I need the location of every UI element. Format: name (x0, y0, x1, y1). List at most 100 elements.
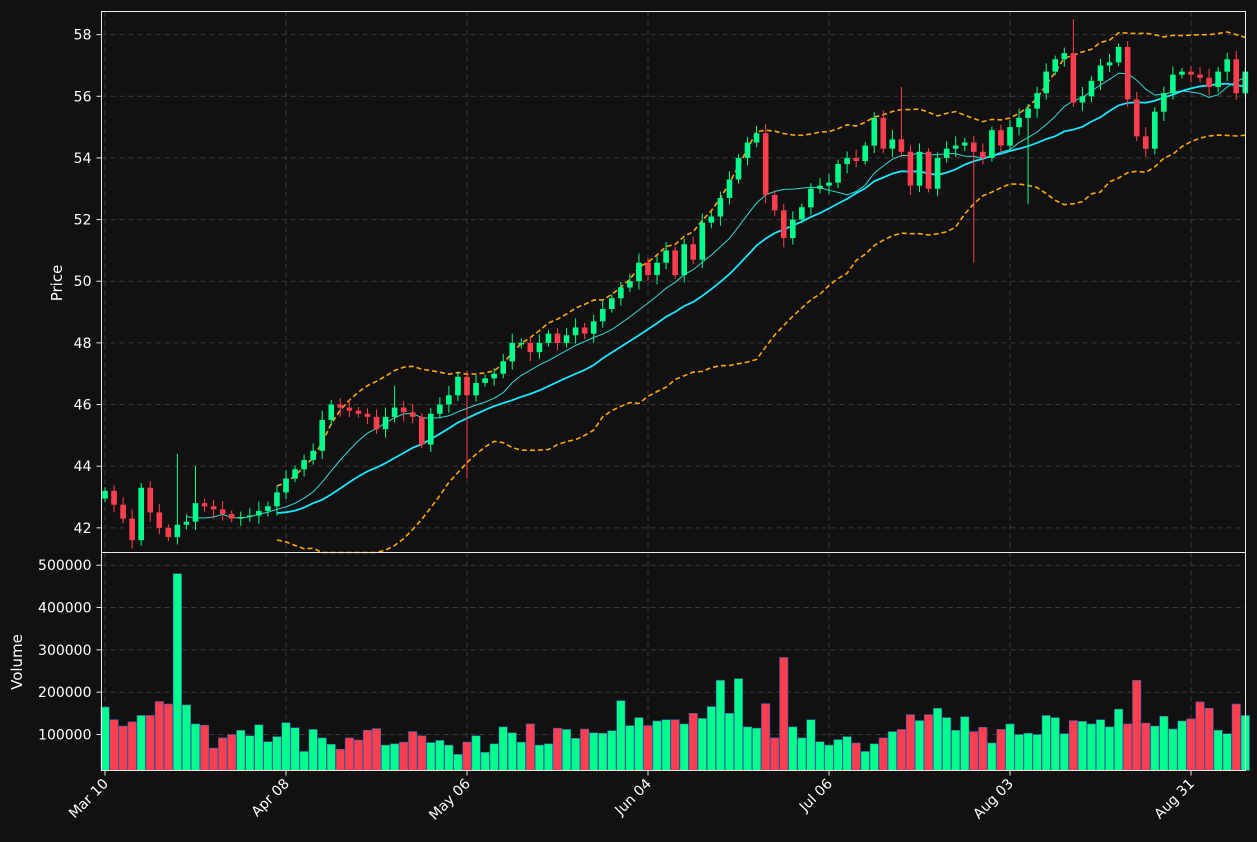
volume-bar (191, 723, 201, 771)
volume-bar (914, 720, 924, 771)
volume-bar (362, 729, 372, 771)
candle-body (301, 460, 307, 470)
volume-bar (344, 737, 354, 771)
volume-bar (724, 713, 734, 771)
candle-body (618, 287, 624, 299)
candle-body (400, 407, 407, 413)
candle-body (799, 207, 805, 220)
volume-bar (806, 719, 816, 771)
volume-bar (408, 731, 418, 771)
candle-body (916, 151, 923, 186)
volume-bar (127, 721, 137, 771)
candle-body (1124, 46, 1131, 100)
volume-bar (1077, 721, 1087, 771)
candle-body (735, 157, 742, 180)
volume-bar (607, 730, 617, 771)
volume-bar (1032, 734, 1042, 771)
volume-bar (272, 736, 282, 771)
candle-body (147, 487, 154, 513)
volume-bar (1222, 733, 1232, 771)
candle-body (364, 413, 371, 417)
candle-body (708, 216, 715, 223)
volume-bar (1213, 729, 1223, 771)
candle-body (1161, 93, 1167, 112)
volume-bar (779, 657, 789, 771)
volume-bar (1086, 723, 1096, 771)
candle-body (1188, 71, 1194, 75)
candle-body (138, 487, 144, 541)
volume-bar (507, 732, 517, 771)
candle-body (844, 157, 850, 165)
candle-body (518, 342, 525, 345)
volume-axis-title: Volume (8, 634, 26, 690)
volume-tick-label: 500000 (38, 558, 91, 574)
candle-body (292, 469, 298, 479)
volume-bar (1096, 719, 1106, 771)
candle-body (744, 142, 751, 158)
volume-bar (453, 754, 463, 771)
candle-body (871, 117, 878, 146)
candle-body (645, 262, 651, 276)
candle-body (1052, 59, 1059, 72)
candle-body (889, 139, 896, 149)
price-tick-label: 58 (74, 28, 92, 44)
volume-bar (552, 727, 562, 771)
volume-bar (154, 701, 164, 771)
volume-bar (172, 573, 182, 771)
volume-bar (381, 744, 391, 771)
candle-body (1007, 127, 1013, 146)
volume-bar (480, 751, 490, 771)
volume-bar (905, 714, 915, 771)
volume-tick-label: 400000 (38, 601, 91, 617)
candle-body (925, 151, 932, 189)
candle-body (989, 130, 995, 158)
candle-body (328, 404, 335, 420)
price-tick-label: 48 (74, 336, 92, 352)
volume-bar (625, 725, 635, 771)
candle-body (473, 382, 479, 396)
volume-bar (697, 718, 707, 771)
candle-body (237, 517, 244, 519)
candle-body (382, 416, 389, 430)
candle-body (1197, 74, 1203, 78)
candle-body (355, 410, 362, 414)
candle-body (120, 504, 126, 519)
volume-bar (200, 724, 210, 771)
candle-body (228, 513, 235, 519)
candle-body (762, 133, 769, 195)
volume-bar (236, 729, 246, 771)
volume-bar (951, 729, 961, 771)
volume-bar (788, 726, 798, 771)
volume-bar (942, 717, 952, 771)
panel-frames (101, 11, 1246, 771)
volume-bar (960, 716, 970, 771)
candle-body (247, 515, 253, 518)
candle-body (898, 139, 905, 152)
volume-bar (1141, 722, 1151, 771)
candle-body (274, 492, 280, 507)
volume-bar (100, 706, 110, 771)
sma-slow-line (276, 82, 1246, 514)
volume-bar (706, 706, 716, 771)
candle-body (210, 506, 217, 510)
candle-body (391, 407, 398, 417)
candle-body (790, 219, 796, 239)
candle-body (862, 145, 868, 162)
volume-bar (1105, 726, 1115, 771)
candle-body (1106, 62, 1113, 66)
volume-bar (824, 744, 834, 771)
volume-bar (616, 700, 626, 771)
candle-body (1224, 59, 1230, 72)
upper-band-line (276, 31, 1246, 487)
volume-bar (1150, 725, 1160, 771)
candle-body (627, 281, 633, 288)
volume-tick-label: 100000 (38, 728, 91, 744)
volume-bar (869, 743, 879, 771)
candle-body (1061, 53, 1068, 60)
candle-body (337, 404, 344, 408)
candle-body (111, 490, 117, 505)
candle-body (1170, 74, 1176, 94)
volume-bar (462, 741, 472, 771)
candle-body (482, 378, 488, 383)
